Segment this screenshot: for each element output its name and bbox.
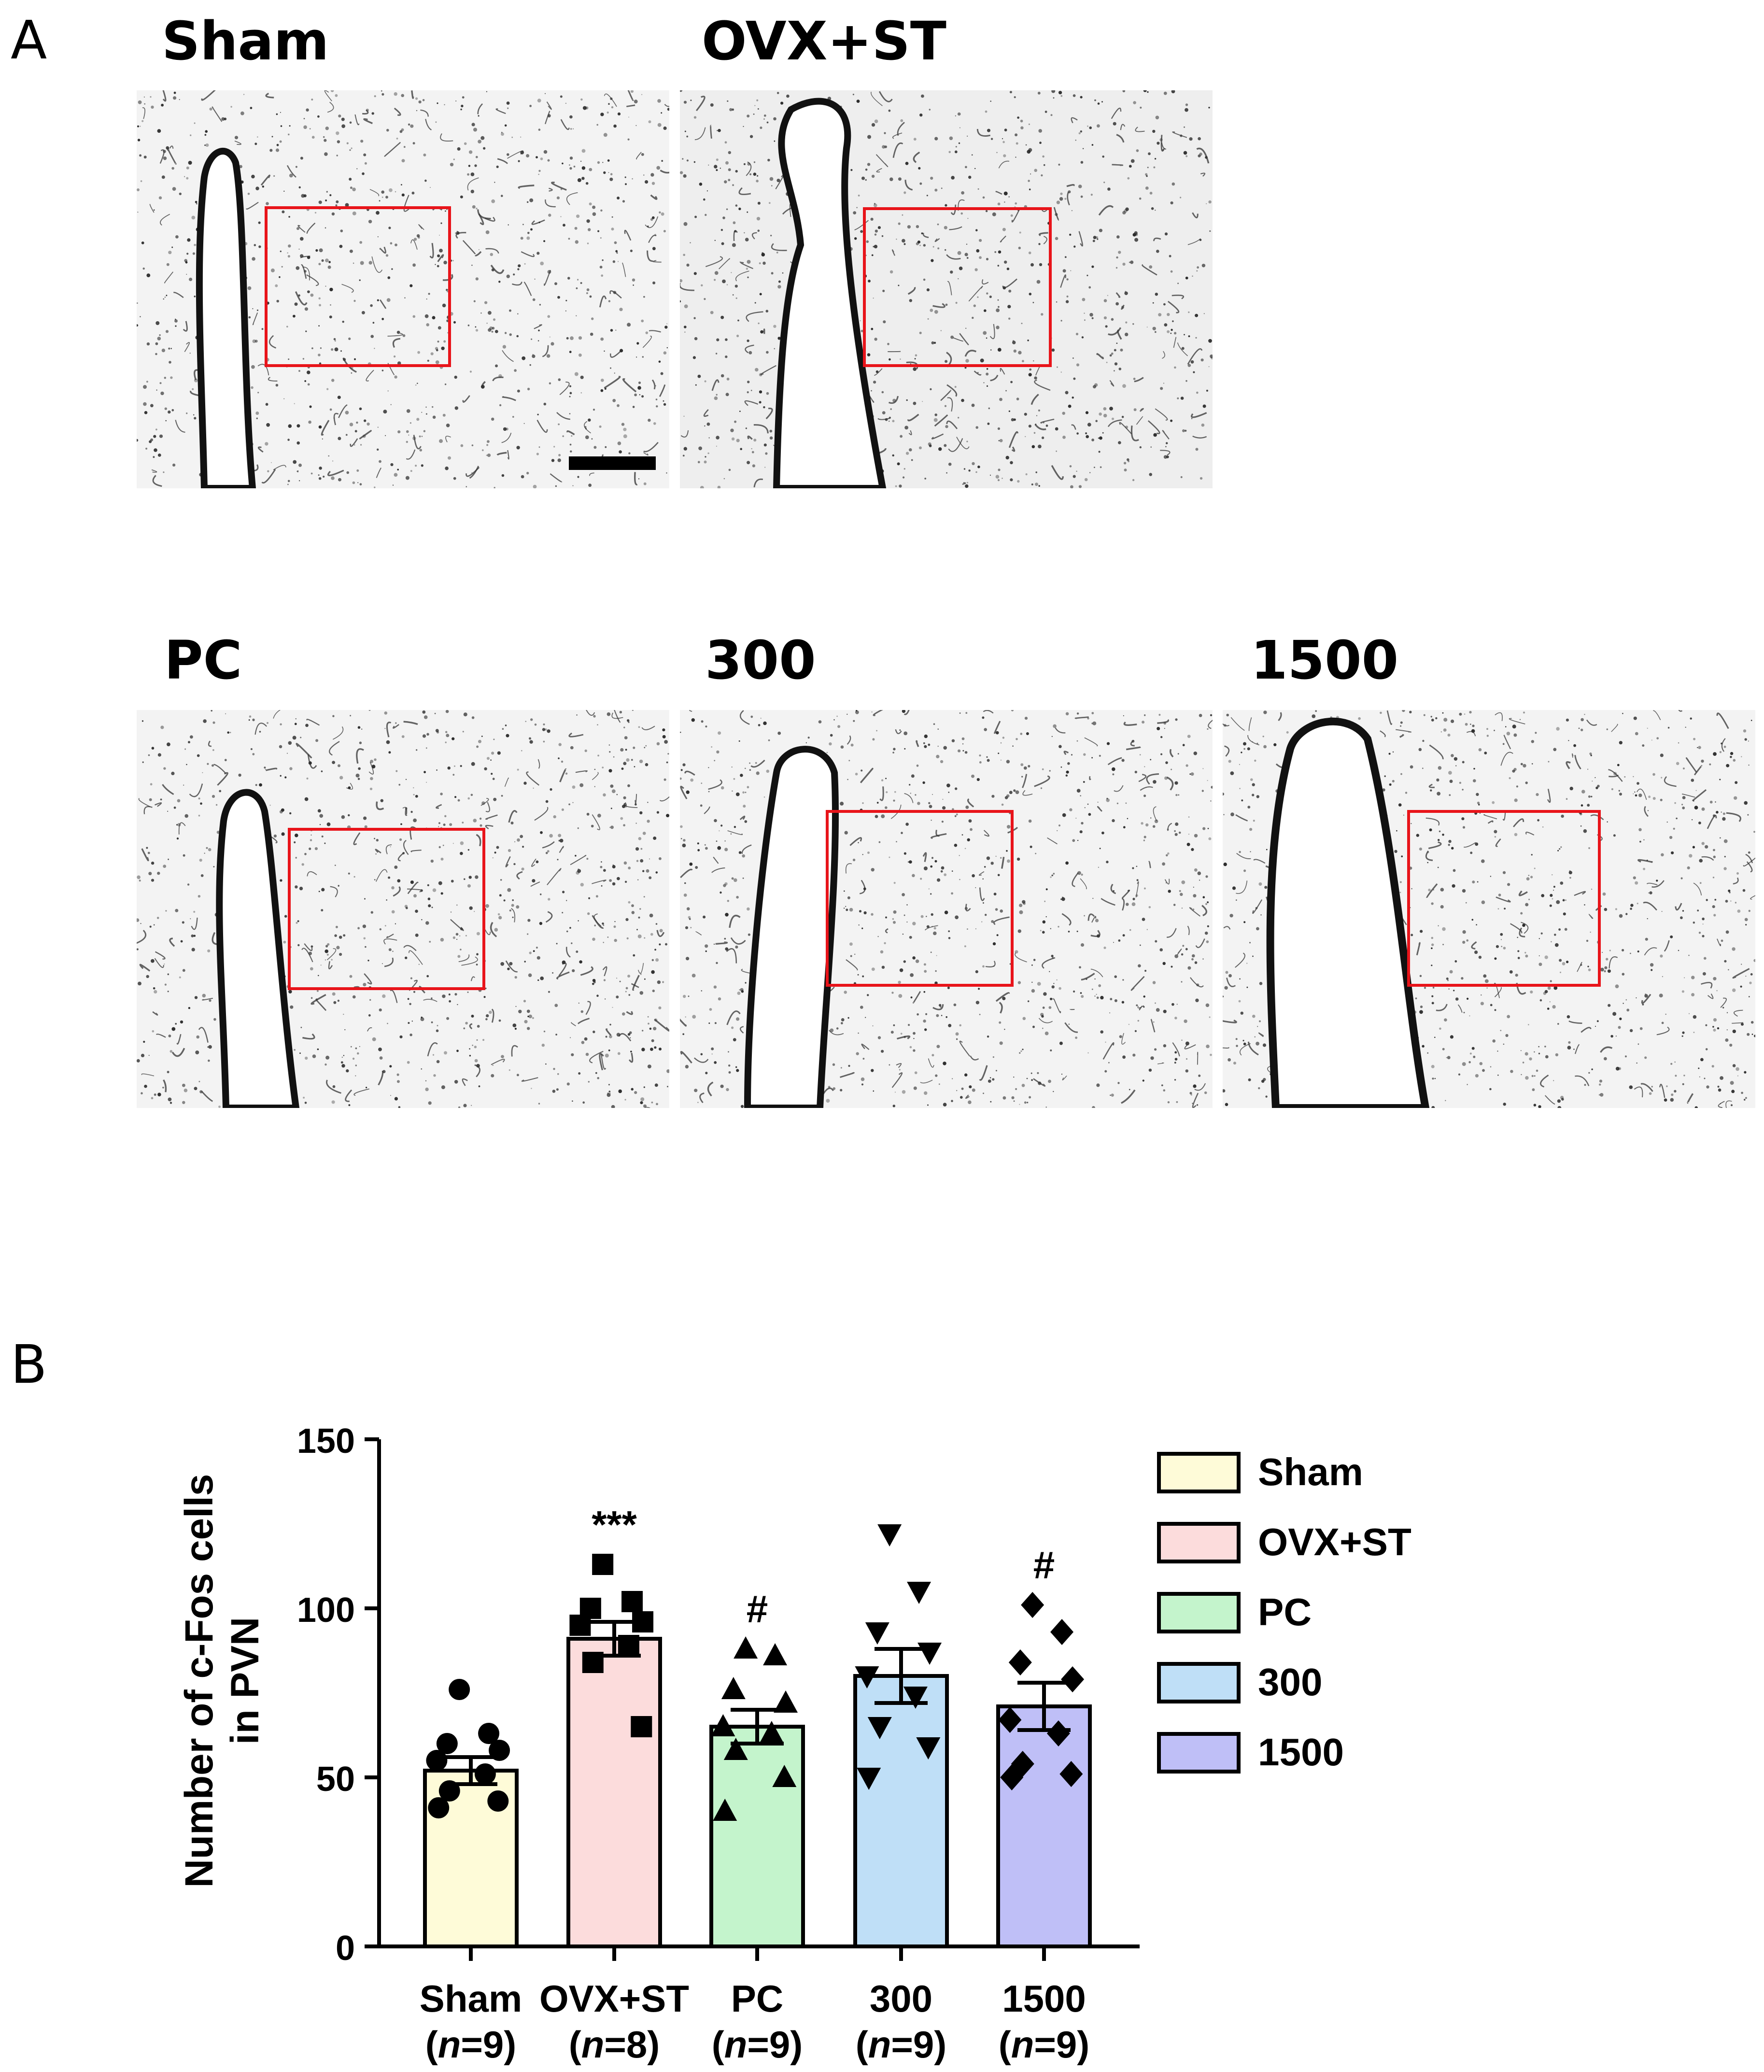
legend-label: 300 [1258,1660,1322,1703]
significance-mark: # [1033,1544,1055,1587]
data-point [631,1716,652,1737]
data-point [877,1524,902,1547]
legend-swatch [1157,1732,1241,1774]
data-point [436,1733,458,1754]
tissue-texture [137,90,669,488]
roi-box [265,206,451,367]
micrograph-label-1500: 1500 [1251,629,1399,691]
x-category-label: PC [731,1977,783,2020]
legend-swatch [1157,1662,1241,1703]
data-point [903,1687,928,1709]
micrograph-label-ovx-st: OVX+ST [702,10,946,72]
data-point [711,1714,735,1736]
micrograph-ovx-st [680,90,1213,488]
panel-a-label: A [11,9,47,71]
data-point [474,1763,496,1785]
data-point [998,1707,1022,1733]
data-point [855,1666,879,1689]
data-point [772,1765,797,1787]
legend-label: Sham [1258,1450,1363,1493]
data-point [1059,1761,1083,1787]
data-point [428,1797,450,1818]
legend-label: PC [1258,1590,1312,1633]
x-category-label: 1500 [1002,1977,1086,2020]
y-tick-label: 50 [316,1760,355,1799]
data-point [865,1622,889,1645]
data-point [916,1737,941,1760]
data-point [734,1636,758,1659]
significance-mark: *** [592,1503,637,1546]
micrograph-sham [137,90,669,488]
legend-swatch [1157,1522,1241,1563]
data-point [478,1723,500,1744]
x-n-label: (n=9) [999,2023,1090,2066]
data-point [592,1554,614,1575]
data-point [713,1799,737,1821]
x-category-label: 300 [870,1977,932,2020]
panel-b-label: B [11,1334,47,1395]
data-point [774,1690,798,1713]
roi-box [1407,810,1601,987]
micrograph-300 [680,710,1213,1108]
data-point [449,1679,470,1700]
micrograph-pc [137,710,669,1108]
data-point [867,1717,892,1739]
data-point [917,1643,942,1665]
bar-OVX+ST [566,1637,662,1948]
data-point [723,1738,748,1760]
x-n-label: (n=9) [712,2023,803,2066]
data-point [1061,1666,1085,1692]
data-point [1046,1720,1070,1746]
legend-swatch [1157,1452,1241,1493]
data-point [857,1768,881,1790]
data-point [1008,1649,1032,1675]
roi-box [288,828,485,990]
y-axis-title-line1: Number of c-Fos cells [177,1474,221,1888]
data-point [759,1721,784,1743]
bar-300 [853,1674,949,1948]
data-point [907,1582,931,1604]
roi-box [863,207,1052,367]
data-point [426,1750,448,1771]
legend-label: OVX+ST [1258,1520,1411,1563]
data-point [1050,1619,1074,1645]
y-tick-label: 0 [336,1929,355,1968]
x-n-label: (n=9) [856,2023,947,2066]
data-point [1000,1764,1024,1790]
y-axis-title-line2: in PVN [223,1617,267,1745]
x-n-label: (n=8) [569,2023,660,2066]
y-tick-label: 150 [297,1422,355,1461]
significance-mark: # [747,1588,768,1631]
x-category-label: Sham [420,1977,522,2020]
micrograph-1500 [1223,710,1755,1108]
legend-label: 1500 [1258,1731,1344,1774]
data-point [721,1677,746,1699]
bar-1500 [996,1704,1092,1948]
roi-box [826,810,1014,987]
micrograph-label-300: 300 [705,629,816,691]
bar-chart-svg: Number of c-Fos cells in PVN 0 50 100 150 Sh… [177,1422,1411,2066]
legend-swatch [1157,1592,1241,1633]
micrograph-label-sham: Sham [162,10,329,72]
x-n-label: (n=9) [425,2023,517,2066]
data-point [621,1591,643,1612]
bar-chart: Number of c-Fos cells in PVN 0 50 100 150 Sh… [0,1304,1764,2070]
data-point [487,1790,509,1812]
scale-bar [569,456,656,470]
data-point [1021,1592,1044,1618]
y-tick-label: 100 [297,1591,355,1630]
x-category-label: OVX+ST [539,1977,689,2020]
data-point [763,1643,788,1665]
data-point [569,1615,591,1636]
micrograph-label-pc: PC [164,629,242,691]
